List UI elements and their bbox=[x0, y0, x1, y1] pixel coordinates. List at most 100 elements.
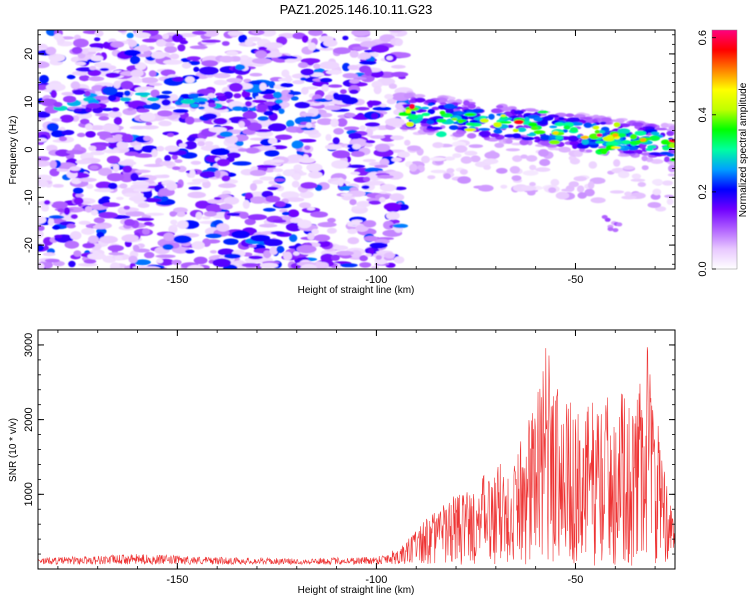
spectrogram-cell bbox=[255, 145, 276, 151]
spectrogram-cell bbox=[124, 90, 131, 97]
colorbar-axis: 0.0 0.2 0.4 0.6 bbox=[697, 30, 716, 277]
spectrogram-cell bbox=[291, 140, 304, 149]
spectrogram-cell bbox=[135, 62, 147, 71]
spectrogram-cell bbox=[121, 234, 139, 243]
spectrogram-cell bbox=[218, 183, 237, 189]
x-tick-label: -100 bbox=[365, 574, 387, 586]
spectrogram-cell bbox=[283, 251, 293, 261]
spectrogram-cell bbox=[361, 185, 370, 190]
spectrogram-cell bbox=[478, 131, 490, 137]
spectrogram-cell bbox=[366, 100, 382, 106]
spectrogram-cell bbox=[63, 207, 70, 216]
spectrogram-cell bbox=[521, 136, 535, 141]
spectrogram-cell bbox=[259, 223, 278, 228]
spectrogram-cell bbox=[330, 118, 339, 128]
chart-title: PAZ1.2025.146.10.11.G23 bbox=[280, 2, 433, 17]
spectrogram-cell bbox=[242, 111, 257, 120]
spectrogram-cell bbox=[272, 219, 287, 223]
spectrogram-cell bbox=[94, 62, 112, 68]
spectrogram-cell bbox=[81, 48, 89, 55]
spectrogram-cell bbox=[113, 80, 121, 89]
spectrogram-cell bbox=[179, 40, 188, 45]
spectrogram-cell bbox=[298, 138, 317, 143]
spectrogram-cell bbox=[249, 72, 263, 77]
spectrogram-cell bbox=[90, 55, 104, 62]
spectrogram-cell bbox=[509, 166, 521, 174]
spectrogram-cell bbox=[273, 178, 285, 182]
spectrogram-cell bbox=[660, 122, 670, 129]
spectrogram-cell bbox=[202, 180, 211, 189]
spectrogram-cell bbox=[317, 118, 333, 126]
spectrogram-cell bbox=[583, 122, 593, 128]
spectrogram-cell bbox=[210, 148, 230, 156]
spectrogram-cell bbox=[325, 134, 332, 141]
spectrogram-cell bbox=[251, 30, 260, 34]
spectrogram-cell bbox=[611, 146, 621, 149]
spectrogram-cell bbox=[151, 51, 166, 59]
spectrogram-cell bbox=[227, 152, 241, 159]
colorbar: 0.0 0.2 0.4 0.6 Normalized spectral amplitu… bbox=[697, 29, 749, 277]
spectrogram-cell bbox=[363, 176, 371, 182]
spectrogram-cell bbox=[57, 208, 65, 213]
spectrogram-cell bbox=[82, 243, 95, 249]
spectrogram-cell bbox=[305, 86, 319, 90]
spectrogram-cell bbox=[244, 192, 254, 200]
spectrogram-cell bbox=[349, 79, 360, 84]
spectrogram-cell bbox=[259, 176, 275, 181]
spectrogram-cell bbox=[106, 155, 120, 164]
spectrogram-cell bbox=[443, 103, 456, 109]
spectrogram-cell bbox=[219, 203, 233, 210]
spectrogram-cell bbox=[561, 188, 574, 192]
spectrogram-cell bbox=[149, 103, 161, 110]
spectrogram-cell bbox=[61, 129, 75, 136]
spectrogram-cell bbox=[365, 128, 374, 137]
spectrogram-cell bbox=[568, 135, 579, 142]
spectrogram-cell bbox=[87, 252, 107, 260]
spectrogram-cell bbox=[289, 234, 298, 243]
spectrogram-cell bbox=[123, 192, 137, 197]
spectrogram-cell bbox=[58, 136, 68, 142]
spectrogram-cell bbox=[320, 253, 335, 263]
spectrogram-cell bbox=[248, 80, 263, 86]
spectrogram-cell bbox=[514, 119, 524, 125]
spectrogram-cell bbox=[666, 153, 675, 157]
spectrogram-cell bbox=[135, 92, 151, 96]
spectrogram-y-axis-label: Frequency (Hz) bbox=[8, 116, 19, 185]
spectrogram-cell bbox=[113, 116, 122, 125]
spectrogram-cell bbox=[477, 127, 491, 131]
spectrogram-cell bbox=[110, 262, 121, 269]
spectrogram-cell bbox=[631, 173, 642, 180]
spectrogram-cell bbox=[359, 60, 377, 65]
spectrogram-cell bbox=[511, 175, 522, 182]
spectrogram-cell bbox=[64, 240, 80, 249]
spectrogram-cell bbox=[624, 191, 632, 197]
spectrogram-cell bbox=[178, 33, 198, 38]
spectrogram-cell bbox=[72, 89, 86, 95]
spectrogram-cell bbox=[171, 259, 182, 265]
spectrogram-cell bbox=[426, 119, 435, 125]
spectrogram-cell bbox=[228, 82, 243, 92]
spectrogram-cell bbox=[107, 95, 117, 102]
spectrogram-cell bbox=[191, 241, 205, 250]
spectrogram-cell bbox=[365, 253, 372, 257]
spectrogram-cell bbox=[499, 121, 512, 124]
spectrogram-cell bbox=[70, 214, 78, 220]
spectrogram-cell bbox=[71, 178, 82, 185]
spectrogram-cell bbox=[655, 127, 668, 131]
spectrogram-cell bbox=[186, 56, 201, 61]
spectrogram-cell bbox=[145, 121, 152, 126]
spectrogram-cell bbox=[136, 53, 152, 58]
spectrogram-cell bbox=[85, 123, 93, 131]
spectrogram-cell bbox=[280, 191, 300, 199]
spectrogram-cell bbox=[669, 143, 675, 149]
spectrogram-cell bbox=[317, 240, 331, 248]
spectrogram-cell bbox=[245, 147, 260, 154]
spectrogram-cell bbox=[637, 182, 646, 187]
spectrogram-cell bbox=[139, 112, 156, 122]
spectrogram-cell bbox=[162, 33, 170, 40]
spectrogram-cell bbox=[76, 132, 86, 138]
spectrogram-cell bbox=[101, 107, 114, 112]
spectrogram-cell bbox=[365, 140, 376, 144]
spectrogram-cell bbox=[137, 86, 155, 90]
